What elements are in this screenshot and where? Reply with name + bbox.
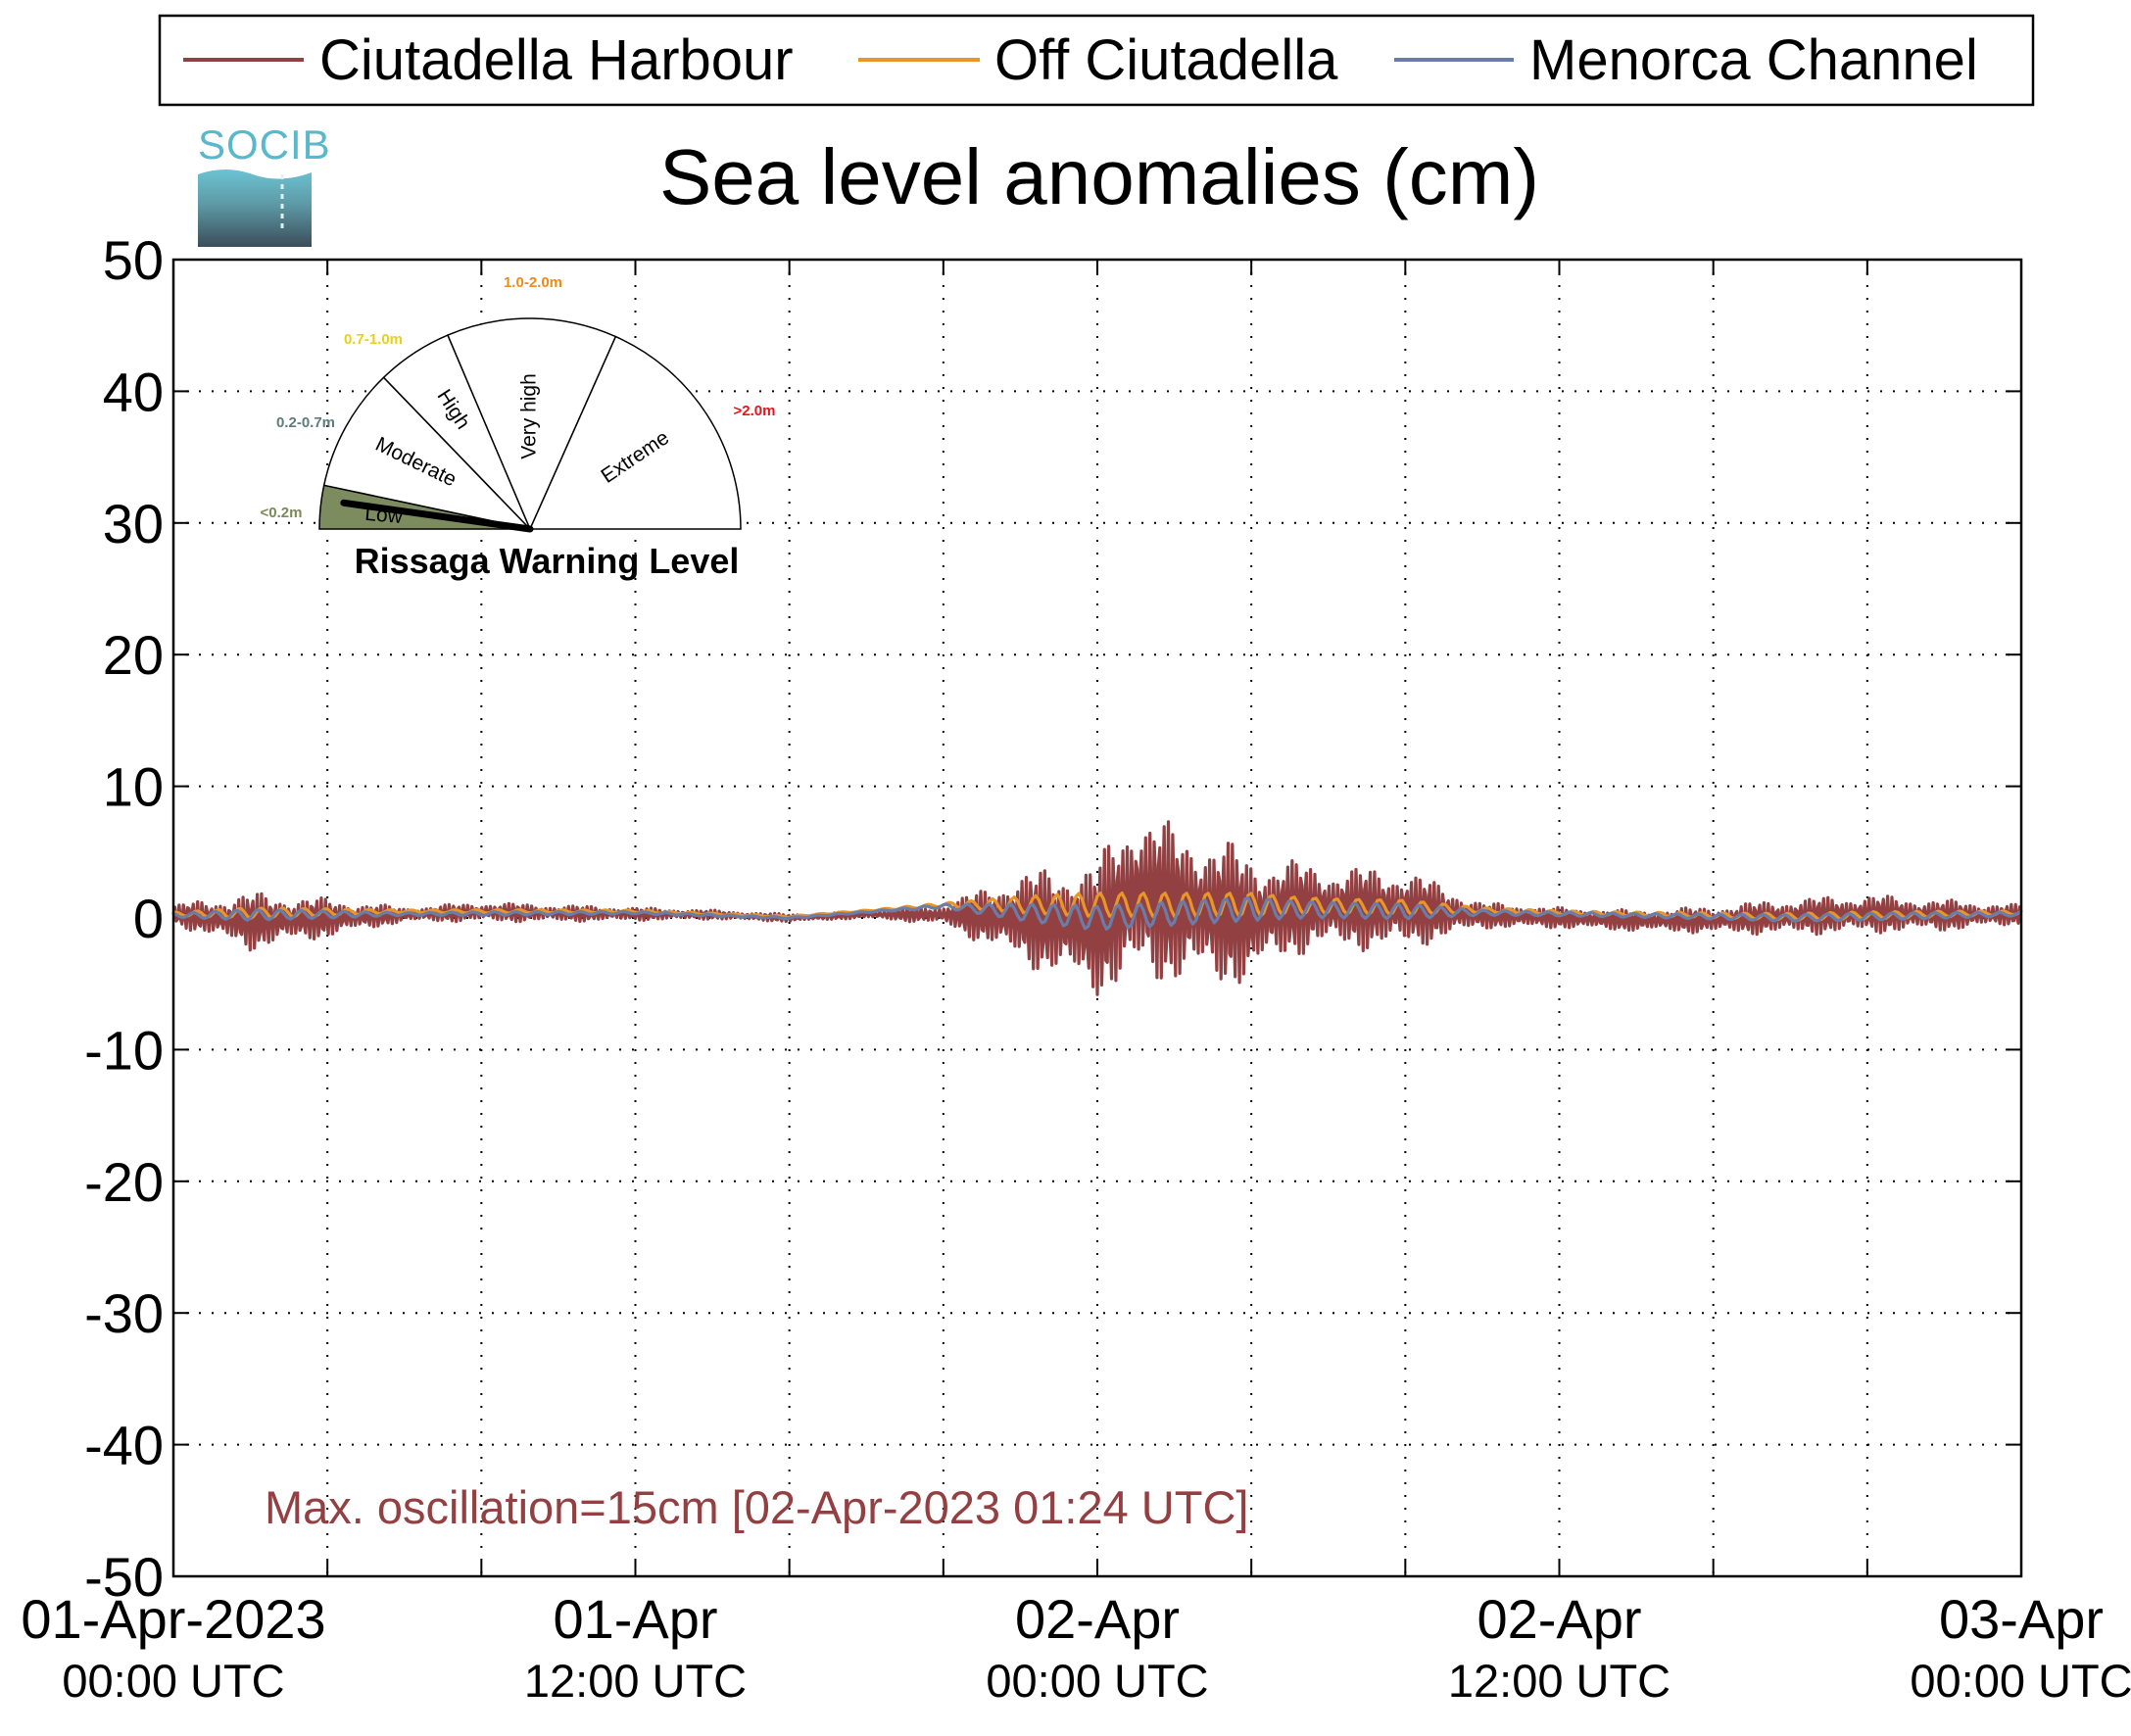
- gauge-range-moderate: 0.2-0.7m: [276, 414, 335, 431]
- y-tick-label: -50: [84, 1546, 164, 1608]
- y-tick-label: -10: [84, 1019, 164, 1081]
- legend-label-menorca-channel: Menorca Channel: [1529, 28, 1978, 92]
- legend-label-off-ciutadella: Off Ciutadella: [994, 28, 1338, 92]
- plot-area: -50-40-30-20-100102030405001-Apr-202300:…: [21, 229, 2131, 1707]
- socib-logo: SOCIB: [198, 121, 331, 247]
- y-tick-label: 10: [103, 756, 164, 818]
- x-tick-label-time: 00:00 UTC: [62, 1655, 284, 1707]
- gauge-segment-very-high: [447, 317, 617, 531]
- axes-frame: [171, 258, 2023, 1578]
- gauge-range-very-high: 1.0-2.0m: [504, 274, 562, 291]
- gauge-segment-extreme: [528, 335, 742, 530]
- gauge-range-high: 0.7-1.0m: [344, 331, 403, 348]
- x-tick-label-date: 01-Apr-2023: [21, 1588, 325, 1650]
- gauge-range-low: <0.2m: [261, 505, 303, 521]
- gauge-title: Rissaga Warning Level: [355, 541, 740, 581]
- y-tick-label: -40: [84, 1415, 164, 1476]
- max-oscillation-text: Max. oscillation=15cm [02-Apr-2023 01:24…: [265, 1481, 1248, 1533]
- gauge-label-very-high: Very high: [518, 373, 541, 459]
- legend-frame: [158, 14, 2035, 107]
- y-tick-label: 50: [103, 229, 164, 291]
- x-tick-label-date: 02-Apr: [1477, 1588, 1641, 1650]
- x-tick-label-time: 00:00 UTC: [1910, 1655, 2131, 1707]
- x-tick-label-time: 12:00 UTC: [1448, 1655, 1671, 1707]
- x-tick-label-time: 12:00 UTC: [524, 1655, 747, 1707]
- gauge-segment-moderate: [322, 376, 533, 531]
- chart-title: Sea level anomalies (cm): [659, 133, 1539, 220]
- logo-text: SOCIB: [198, 121, 331, 168]
- y-tick-label: 0: [133, 888, 164, 949]
- x-tick-label-date: 02-Apr: [1015, 1588, 1180, 1650]
- y-tick-label: 30: [103, 493, 164, 555]
- gauge-needle: [340, 499, 534, 533]
- series-line-menorca-channel: [172, 895, 2022, 931]
- gauge-range-extreme: >2.0m: [734, 403, 776, 419]
- series-line-ciutadella-harbour: [171, 820, 2023, 996]
- x-tick-label-date: 03-Apr: [1939, 1588, 2104, 1650]
- logo-wave-block: [198, 169, 312, 247]
- y-tick-label: 20: [103, 624, 164, 686]
- x-tick-label-date: 01-Apr: [553, 1588, 717, 1650]
- legend: Ciutadella Harbour Off Ciutadella Menorc…: [158, 14, 2035, 107]
- x-tick-label-time: 00:00 UTC: [986, 1655, 1208, 1707]
- y-tick-label: 40: [103, 361, 164, 422]
- y-tick-label: -20: [84, 1151, 164, 1213]
- y-tick-label: -30: [84, 1282, 164, 1344]
- legend-label-ciutadella-harbour: Ciutadella Harbour: [319, 28, 794, 92]
